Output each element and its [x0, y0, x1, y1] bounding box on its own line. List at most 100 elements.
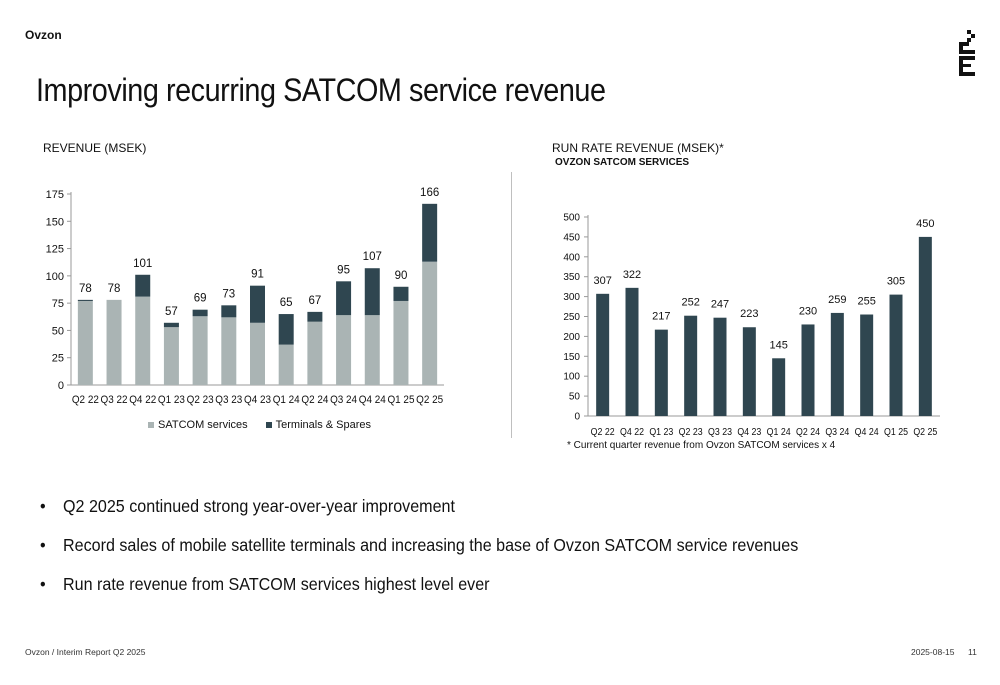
- revenue-bar-terminals: [250, 285, 265, 323]
- runrate-x-tick-label: Q2 22: [591, 427, 615, 438]
- runrate-bar: [860, 314, 874, 416]
- runrate-y-tick-label: 200: [563, 332, 580, 343]
- runrate-x-tick-label: Q3 24: [825, 427, 849, 438]
- runrate-data-label: 450: [916, 218, 934, 230]
- footer-date: 2025-08-15: [911, 647, 955, 657]
- runrate-y-tick-label: 400: [563, 252, 580, 263]
- revenue-x-tick-label: Q2 24: [301, 394, 328, 406]
- revenue-bar-terminals: [307, 311, 323, 322]
- revenue-bar-terminals: [135, 274, 151, 297]
- revenue-y-tick-label: 0: [58, 380, 64, 392]
- revenue-data-label: 67: [308, 295, 321, 307]
- revenue-x-tick-label: Q1 24: [273, 394, 300, 406]
- revenue-x-tick-label: Q4 24: [359, 394, 386, 406]
- runrate-x-tick-label: Q1 23: [649, 427, 673, 438]
- bullet-text: Q2 2025 continued strong year-over-year …: [63, 496, 455, 516]
- runrate-y-tick-label: 0: [574, 412, 580, 423]
- ovzon-logo-icon: [959, 30, 975, 76]
- runrate-y-tick-label: 500: [563, 213, 580, 224]
- revenue-x-tick-label: Q4 23: [244, 394, 271, 406]
- runrate-chart-subtitle: RUN RATE REVENUE (MSEK)*: [552, 141, 724, 155]
- revenue-bar-satcom: [422, 261, 438, 385]
- revenue-bar-satcom: [135, 296, 151, 385]
- runrate-data-label: 322: [623, 269, 641, 281]
- bullet-text: Run rate revenue from SATCOM services hi…: [63, 574, 490, 594]
- revenue-data-label: 73: [222, 288, 235, 300]
- revenue-x-tick-label: Q2 23: [187, 394, 214, 406]
- runrate-x-tick-label: Q3 23: [708, 427, 732, 438]
- revenue-bar-terminals: [393, 286, 409, 301]
- revenue-bar-terminals: [422, 203, 438, 262]
- bullet-item: • Q2 2025 continued strong year-over-year…: [40, 496, 798, 535]
- runrate-y-tick-label: 100: [563, 372, 580, 383]
- revenue-bar-satcom: [307, 321, 323, 385]
- revenue-x-tick-label: Q2 22: [72, 394, 99, 406]
- runrate-y-tick-label: 50: [569, 392, 581, 403]
- revenue-bar-satcom: [393, 300, 409, 385]
- revenue-data-label: 91: [251, 269, 264, 281]
- revenue-bar-satcom: [278, 344, 294, 385]
- bullet-dot: •: [40, 535, 46, 555]
- runrate-data-label: 259: [828, 294, 846, 306]
- runrate-data-label: 247: [711, 299, 729, 311]
- runrate-bar: [713, 317, 727, 416]
- runrate-bar: [742, 327, 756, 416]
- runrate-data-label: 305: [887, 276, 905, 288]
- runrate-y-tick-label: 300: [563, 292, 580, 303]
- revenue-bar-satcom: [364, 315, 380, 385]
- runrate-x-tick-label: Q4 23: [737, 427, 761, 438]
- revenue-bar-terminals: [163, 322, 179, 328]
- revenue-data-label: 65: [280, 297, 293, 309]
- runrate-y-tick-label: 150: [563, 352, 580, 363]
- runrate-data-label: 145: [769, 339, 787, 351]
- runrate-bar: [830, 312, 844, 416]
- revenue-bar-terminals: [336, 281, 352, 316]
- revenue-y-tick-label: 150: [46, 216, 64, 228]
- revenue-bar-terminals: [364, 268, 380, 316]
- bullet-item: • Run rate revenue from SATCOM services h…: [40, 574, 798, 613]
- runrate-footnote: * Current quarter revenue from Ovzon SAT…: [567, 440, 836, 451]
- revenue-y-tick-label: 25: [52, 353, 64, 365]
- revenue-chart-subtitle: REVENUE (MSEK): [43, 141, 147, 155]
- revenue-x-tick-label: Q3 23: [215, 394, 242, 406]
- chart-divider: [511, 172, 512, 438]
- legend-swatch-satcom: [148, 422, 154, 428]
- revenue-data-label: 95: [337, 264, 350, 276]
- revenue-x-tick-label: Q3 24: [330, 394, 357, 406]
- revenue-x-tick-label: Q3 22: [101, 394, 128, 406]
- revenue-y-tick-label: 125: [46, 244, 64, 256]
- footer-report-name: Ovzon / Interim Report Q2 2025: [25, 647, 146, 657]
- runrate-data-label: 217: [652, 311, 670, 323]
- revenue-x-tick-label: Q2 25: [416, 394, 443, 406]
- page-title: Improving recurring SATCOM service reven…: [36, 72, 606, 108]
- bullet-dot: •: [40, 574, 46, 594]
- revenue-bar-satcom: [221, 317, 237, 385]
- revenue-data-label: 107: [363, 251, 382, 263]
- runrate-data-label: 252: [681, 297, 699, 309]
- runrate-bar: [889, 294, 903, 416]
- runrate-bar: [684, 315, 698, 416]
- revenue-x-tick-label: Q1 25: [387, 394, 414, 406]
- revenue-chart-legend: SATCOM services Terminals & Spares: [148, 419, 371, 431]
- runrate-bar: [654, 329, 668, 416]
- runrate-x-tick-label: Q2 25: [913, 427, 937, 438]
- revenue-bar-satcom: [163, 327, 179, 385]
- runrate-data-label: 307: [593, 275, 611, 287]
- revenue-bar-satcom: [106, 299, 122, 385]
- revenue-data-label: 90: [395, 270, 408, 282]
- runrate-data-label: 223: [740, 308, 758, 320]
- runrate-data-label: 255: [857, 296, 875, 308]
- revenue-data-label: 69: [194, 293, 207, 305]
- runrate-x-tick-label: Q4 24: [855, 427, 879, 438]
- bullet-dot: •: [40, 496, 46, 516]
- runrate-bar: [625, 287, 639, 416]
- runrate-x-tick-label: Q1 24: [767, 427, 791, 438]
- revenue-y-tick-label: 175: [46, 189, 64, 201]
- bullet-list: • Q2 2025 continued strong year-over-year…: [40, 496, 864, 613]
- runrate-y-tick-label: 450: [563, 232, 580, 243]
- brand-name: Ovzon: [25, 28, 62, 42]
- runrate-x-tick-label: Q2 23: [679, 427, 703, 438]
- runrate-data-label: 230: [799, 305, 817, 317]
- revenue-bar-satcom: [77, 300, 93, 385]
